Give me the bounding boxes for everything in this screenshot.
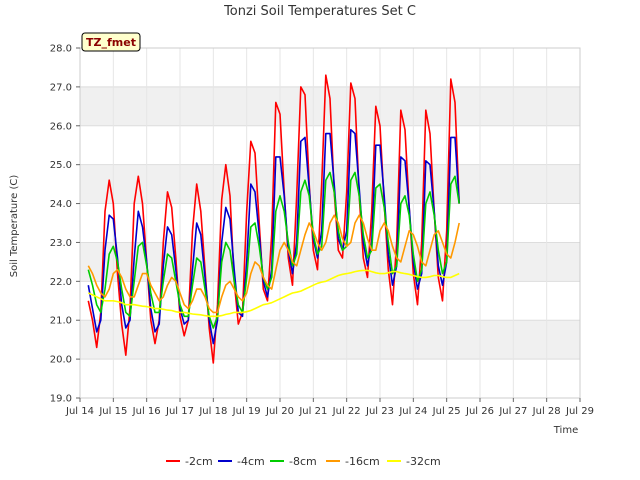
y-tick-label: 22.0: [50, 277, 72, 288]
x-tick-label: Jul 27: [498, 406, 527, 417]
x-tick-label: Jul 17: [165, 406, 194, 417]
legend-item: -32cm: [387, 455, 441, 468]
series-line-8cm: [87, 171, 460, 329]
x-tick-label: Jul 21: [298, 406, 327, 417]
legend-label: -4cm: [237, 455, 265, 468]
x-tick-label: Jul 20: [265, 406, 294, 417]
plot-band: [80, 320, 580, 360]
badge-box: [81, 32, 141, 52]
legend-label: -16cm: [345, 455, 380, 468]
y-tick-label: 19.0: [50, 394, 72, 405]
y-tick-label: 24.0: [50, 199, 72, 210]
legend: -2cm -4cm -8cm -16cm -32cm: [166, 455, 441, 468]
y-tick-label: 23.0: [50, 238, 72, 249]
series-line-16cm: [87, 214, 460, 314]
x-tick-label: Jul 25: [432, 406, 461, 417]
y-tick-label: 28.0: [50, 44, 72, 55]
legend-label: -8cm: [289, 455, 317, 468]
series-lines: [87, 74, 460, 364]
y-axis-label: Soil Temperature (C): [9, 175, 20, 278]
legend-label: -32cm: [406, 455, 441, 468]
legend-item: -2cm: [166, 455, 213, 468]
legend-label: -2cm: [185, 455, 213, 468]
x-tick-label: Jul 23: [365, 406, 394, 417]
legend-item: -8cm: [270, 455, 317, 468]
legend-item: -16cm: [326, 455, 380, 468]
x-axis: Jul 14 Jul 15 Jul 16 Jul 17 Jul 18 Jul 19 Jul …: [65, 398, 594, 417]
y-tick-label: 25.0: [50, 160, 72, 171]
legend-item: -4cm: [218, 455, 265, 468]
x-tick-label: Jul 15: [98, 406, 127, 417]
x-tick-label: Jul 19: [232, 406, 261, 417]
x-tick-label: Jul 16: [132, 406, 161, 417]
y-axis: 19.0 20.0 21.0 22.0 23.0 24.0 25.0 26.0 27.0 28.0: [50, 44, 80, 405]
x-tick-label: Jul 24: [398, 406, 427, 417]
series-line-2cm: [87, 74, 460, 364]
y-tick-label: 21.0: [50, 316, 72, 327]
plot-band: [80, 281, 580, 321]
series-line-32cm: [87, 269, 460, 318]
x-tick-label: Jul 26: [465, 406, 494, 417]
plot-band: [80, 242, 580, 282]
x-axis-label: Time: [553, 425, 578, 436]
y-tick-label: 20.0: [50, 355, 72, 366]
badge-label: TZ_fmet: [86, 36, 136, 49]
plot-band: [80, 359, 580, 398]
station-badge: TZ_fmet: [81, 32, 141, 52]
x-tick-label: Jul 29: [565, 406, 594, 417]
plot-band: [80, 125, 580, 165]
y-tick-label: 27.0: [50, 82, 72, 93]
plot-band: [80, 164, 580, 204]
chart-title: Tonzi Soil Temperatures Set C: [223, 4, 416, 19]
x-tick-label: Jul 18: [198, 406, 227, 417]
x-tick-label: Jul 14: [65, 406, 94, 417]
plot-frame: [79, 47, 581, 399]
x-tick-label: Jul 28: [532, 406, 561, 417]
plot-band: [80, 48, 580, 87]
x-tick-label: Jul 22: [332, 406, 361, 417]
y-tick-label: 26.0: [50, 121, 72, 132]
